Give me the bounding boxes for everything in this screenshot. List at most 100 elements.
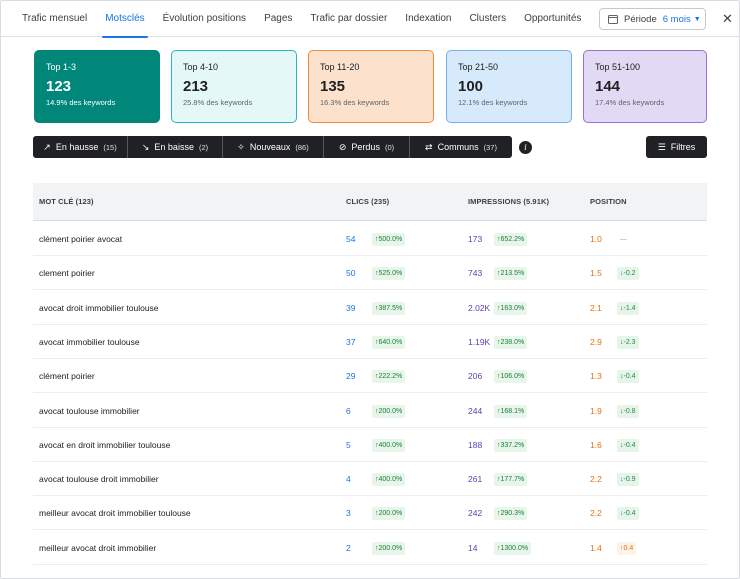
card-percent: 14.9% des keywords [46,98,116,107]
clics-value: 37 [346,336,356,347]
card-top-11-20[interactable]: Top 11-20 135 16.3% des keywords [308,50,434,123]
impressions-delta-badge: ↑337.2% [494,438,528,452]
keyword-cell: avocat toulouse immobilier [39,405,140,416]
card-top-51-100[interactable]: Top 51-100 144 17.4% des keywords [583,50,707,123]
filtres-button[interactable]: ☰ Filtres [646,136,707,158]
keyword-cell: avocat toulouse droit immobilier [39,474,159,485]
impressions-delta-badge: ↑213.5% [494,267,528,281]
impressions-value: 188 [468,439,483,450]
column-header-keyword[interactable]: MOT CLÉ (123) [39,197,94,206]
card-count: 213 [183,78,209,95]
tab-evolution-positions[interactable]: Évolution positions [162,13,247,24]
clics-value: 39 [346,302,356,313]
impressions-value: 14 [468,542,478,553]
impressions-value: 242 [468,508,483,519]
filter-perdus-button[interactable]: ⊘ Perdus (0) [324,136,410,158]
keyword-cell: clement poirier [39,268,95,279]
table-row[interactable]: meilleur avocat droit immobilier 2 ↑200.0%… [33,531,707,565]
card-top-21-50[interactable]: Top 21-50 100 12.1% des keywords [446,50,572,123]
clics-delta-badge: ↑400.0% [372,473,406,487]
tab-trafic-par-dossier[interactable]: Trafic par dossier [310,13,388,24]
table-row[interactable]: avocat toulouse immobilier 6 ↑200.0% 244 ↑16… [33,394,707,428]
impressions-delta-badge: ↑1300.0% [494,541,532,555]
card-percent: 12.1% des keywords [458,98,528,107]
position-value: 1.5 [590,268,602,279]
table-row[interactable]: avocat en droit immobilier toulouse 5 ↑400… [33,428,707,462]
filter-label: Communs [437,142,479,152]
table-row[interactable]: clement poirier 50 ↑525.0% 743 ↑213.5% 1.5 ↓-0… [33,256,707,291]
column-header-position[interactable]: POSITION [590,197,627,206]
filtres-label: Filtres [670,142,696,152]
table-row[interactable]: avocat toulouse droit immobilier 4 ↑400.0%… [33,462,707,497]
clics-delta-badge: ↑222.2% [372,370,406,384]
clics-value: 3 [346,508,351,519]
clics-delta-badge: ↑400.0% [372,438,406,452]
keyword-cell: meilleur avocat droit immobilier toulous… [39,508,191,519]
position-delta-badge: ↓-0.4 [617,438,639,452]
position-delta-badge: ↓-0.9 [617,473,639,487]
trending-down-icon: ↘ [141,141,150,152]
clics-value: 2 [346,542,351,553]
filter-count: (15) [103,142,117,152]
swap-icon: ⇄ [425,141,433,152]
position-value: 2.9 [590,336,602,347]
tab-pages[interactable]: Pages [264,13,293,24]
tab-trafic-mensuel[interactable]: Trafic mensuel [22,13,88,24]
impressions-value: 261 [468,474,483,485]
period-value: 6 mois [662,13,691,25]
keyword-cell: avocat droit immobilier toulouse [39,302,159,313]
calendar-icon [608,14,618,24]
close-icon[interactable]: ✕ [722,11,733,26]
filter-nouveaux-button[interactable]: ✧ Nouveaux (86) [223,136,324,158]
tab-indexation[interactable]: Indexation [405,13,452,24]
keyword-cell: avocat en droit immobilier toulouse [39,439,171,450]
impressions-delta-badge: ↑290.3% [494,507,528,521]
table-header: MOT CLÉ (123) CLICS (235) IMPRESSIONS (5… [33,183,707,221]
tab-opportunites[interactable]: Opportunités [524,13,582,24]
filter-label: En baisse [154,142,194,152]
filter-en-baisse-button[interactable]: ↘ En baisse (2) [128,136,223,158]
impressions-value: 2.02K [468,302,491,313]
impressions-delta-badge: ↑168.1% [494,404,528,418]
position-delta-badge: ↓-0.4 [617,507,639,521]
impressions-value: 173 [468,234,483,244]
block-icon: ⊘ [338,141,347,152]
card-range: Top 51-100 [595,62,641,72]
clics-value: 50 [346,268,356,279]
position-delta-badge: ↑0.4 [617,541,637,555]
card-count: 100 [458,78,484,95]
clics-delta-badge: ↑640.0% [372,335,406,349]
position-value: 1.6 [590,439,602,450]
table-row[interactable]: clément poirier 29 ↑222.2% 206 ↑106.0% 1.3 ↓-0… [33,359,707,394]
impressions-delta-badge: ↑106.0% [494,370,528,384]
impressions-delta-badge: ↑163.0% [494,301,528,315]
table-row[interactable]: clément poirier avocat 54 ↑500.0% 173 ↑652.2… [33,222,707,256]
tab-motscles[interactable]: Motsclés [96,1,153,38]
filter-bar: ↗ En hausse (15) ↘ En baisse (2) ✧ Nouve… [33,136,512,158]
filter-communs-button[interactable]: ⇄ Communs (37) [410,136,512,158]
filter-count: (0) [384,142,395,152]
table-row[interactable]: avocat immobilier toulouse 37 ↑640.0% 1.19K… [33,325,707,359]
position-value: 1.3 [590,371,602,382]
column-header-impressions[interactable]: IMPRESSIONS (5.91K) [468,197,550,206]
position-value: 2.1 [590,302,602,313]
period-selector[interactable]: Période 6 mois ▼ [599,8,706,30]
position-value: 1.9 [590,405,602,416]
chevron-down-icon: ▼ [693,15,701,23]
clics-delta-badge: ↑500.0% [372,233,406,246]
position-value: 1.4 [590,542,602,553]
card-top-4-10[interactable]: Top 4-10 213 25.8% des keywords [171,50,297,123]
column-header-clics[interactable]: CLICS (235) [346,197,390,206]
tab-clusters[interactable]: Clusters [469,13,507,24]
info-icon[interactable]: i [519,141,532,154]
card-percent: 16.3% des keywords [320,98,390,107]
table-row[interactable]: avocat droit immobilier toulouse 39 ↑387.5… [33,291,707,325]
filter-en-hausse-button[interactable]: ↗ En hausse (15) [33,136,128,158]
filter-count: (86) [295,142,309,152]
card-count: 135 [320,78,346,95]
table-row[interactable]: meilleur avocat droit immobilier toulous… [33,496,707,531]
filter-count: (37) [483,142,497,152]
clics-delta-badge: ↑387.5% [372,301,406,315]
card-top-1-3[interactable]: Top 1-3 123 14.9% des keywords [34,50,160,123]
